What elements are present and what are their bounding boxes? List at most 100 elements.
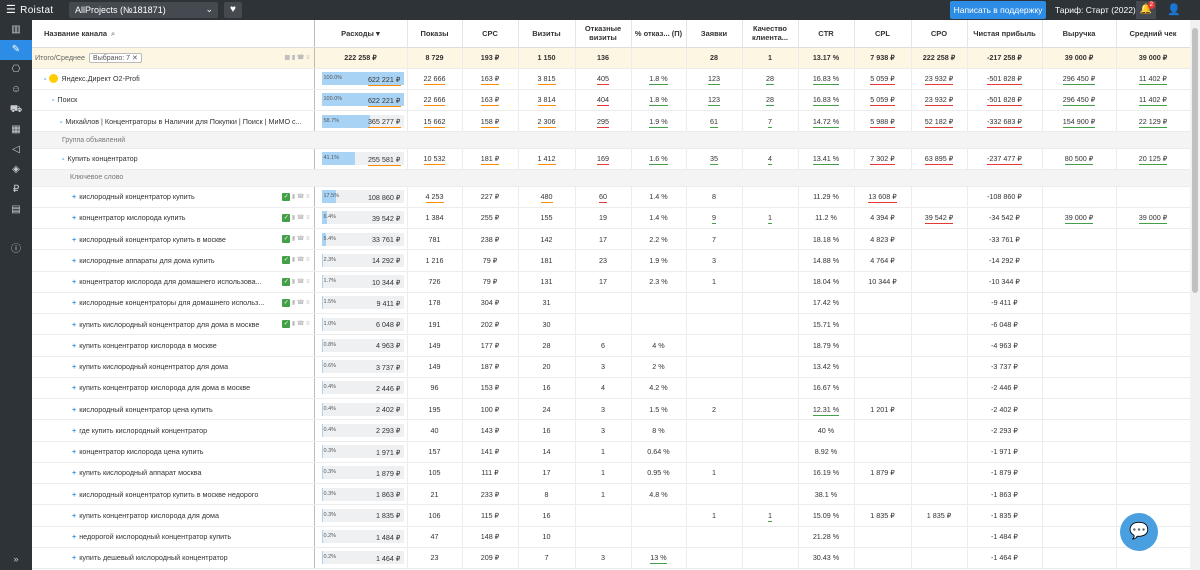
checkbox-checked-icon[interactable]: ✓: [282, 235, 291, 243]
channel-name[interactable]: где купить кислородный концентратор: [79, 425, 208, 435]
cpo-value[interactable]: 39 542 ₽: [924, 213, 954, 225]
vertical-scrollbar[interactable]: [1190, 20, 1200, 570]
checkbox-checked-icon[interactable]: ✓: [282, 320, 291, 328]
table-row[interactable]: + кислородные концентраторы для домашнего…: [32, 292, 1190, 315]
col-visits-header[interactable]: Визиты: [518, 20, 576, 48]
bouncePct-value[interactable]: 1.6 %: [649, 154, 668, 166]
table-row[interactable]: + купить концентратор кислорода в москве 0…: [32, 334, 1190, 357]
col-impr-header[interactable]: Показы: [407, 20, 463, 48]
collapse-icon[interactable]: -: [60, 116, 63, 126]
channel-name[interactable]: купить концентратор кислорода в москве: [79, 340, 217, 350]
cost-value[interactable]: 1 879 ₽: [375, 468, 401, 478]
table-row[interactable]: - Яндекс.Директ О2-Profi 100.0% 622 221 ₽ 22…: [32, 68, 1190, 90]
visits-value[interactable]: 2 306: [537, 116, 556, 128]
app-logo[interactable]: ☰ Roistat: [6, 3, 53, 16]
cpc-value[interactable]: 163 ₽: [480, 74, 500, 86]
hamburger-icon[interactable]: ☰: [6, 4, 17, 16]
col-ctr-header[interactable]: CTR: [798, 20, 855, 48]
contacts-icon[interactable]: ☺: [10, 84, 22, 95]
impr-value[interactable]: 22 666: [423, 74, 446, 86]
table-row[interactable]: + кислородный концентратор купить в москв…: [32, 483, 1190, 506]
channel-name[interactable]: недорогой кислородный концентратор купит…: [79, 532, 232, 542]
cost-value[interactable]: 1 971 ₽: [375, 447, 401, 457]
cost-value[interactable]: 33 761 ₽: [371, 235, 401, 245]
avg-value[interactable]: 20 125 ₽: [1138, 154, 1168, 166]
table-row[interactable]: + купить кислородный концентратор для дом…: [32, 356, 1190, 378]
scrollbar-thumb[interactable]: [1192, 28, 1198, 293]
channel-name[interactable]: кислородные аппараты для дома купить: [79, 255, 215, 265]
channel-name[interactable]: купить кислородный аппарат москва: [79, 468, 202, 478]
org-chart-icon[interactable]: ⎔: [11, 64, 21, 75]
cpl-value[interactable]: 5 988 ₽: [870, 116, 895, 128]
expand-icon[interactable]: +: [72, 425, 77, 435]
bouncePct-value[interactable]: 1.8 %: [649, 74, 668, 86]
revenue-value[interactable]: 39 000 ₽: [1064, 213, 1094, 225]
table-row[interactable]: - Купить концентратор 41.1% 255 581 ₽ 10 532…: [32, 148, 1190, 171]
cpc-value[interactable]: 181 ₽: [480, 154, 500, 166]
checkbox-checked-icon[interactable]: ✓: [282, 298, 291, 307]
megaphone-icon[interactable]: ◁: [12, 144, 20, 155]
quality-value[interactable]: 28: [766, 95, 774, 107]
user-avatar-icon[interactable]: 👤: [1167, 4, 1181, 16]
cost-value[interactable]: 10 344 ₽: [371, 277, 401, 287]
cost-value[interactable]: 622 221 ₽: [367, 74, 401, 86]
col-bounce-pct-header[interactable]: % отказ... (П): [631, 20, 687, 48]
col-name-header[interactable]: Название канала ⌕: [32, 20, 315, 48]
channel-name[interactable]: купить концентратор кислорода для дома в…: [79, 383, 251, 393]
expand-icon[interactable]: +: [72, 553, 77, 563]
channel-name[interactable]: купить кислородный концентратор для дома…: [79, 319, 260, 329]
col-leads-header[interactable]: Заявки: [686, 20, 743, 48]
bounce-value[interactable]: 169: [597, 154, 609, 166]
cost-value[interactable]: 622 221 ₽: [367, 95, 401, 107]
table-row[interactable]: - Михайлов | Концентраторы в Наличии для …: [32, 110, 1190, 133]
sort-desc-icon[interactable]: ▾: [376, 28, 380, 38]
channel-name[interactable]: Купить концентратор: [67, 154, 138, 164]
cpo-value[interactable]: 23 932 ₽: [924, 74, 954, 86]
channel-name[interactable]: кислородный концентратор цена купить: [79, 404, 213, 414]
col-cpl-header[interactable]: CPL: [854, 20, 912, 48]
collapse-icon[interactable]: -: [62, 154, 65, 164]
cart-icon[interactable]: ⛟: [9, 104, 23, 115]
ctr-value[interactable]: 12.31 %: [812, 404, 840, 416]
channel-name[interactable]: концентратор кислорода для домашнего исп…: [79, 277, 262, 287]
cpl-value[interactable]: 5 059 ₽: [870, 95, 895, 107]
expand-icon[interactable]: +: [72, 532, 77, 542]
channel-name[interactable]: Михайлов | Концентраторы в Наличии для П…: [65, 116, 302, 126]
expand-icon[interactable]: +: [72, 255, 77, 265]
avg-value[interactable]: 22 129 ₽: [1138, 116, 1168, 128]
checkbox-checked-icon[interactable]: ✓: [282, 213, 291, 222]
cost-value[interactable]: 1 464 ₽: [375, 553, 401, 563]
revenue-value[interactable]: 296 450 ₽: [1062, 74, 1096, 86]
channel-name[interactable]: кислородные концентраторы для домашнего …: [79, 298, 265, 308]
analytics-icon[interactable]: ✎: [0, 40, 32, 60]
bouncePct-value[interactable]: 1.9 %: [649, 116, 668, 128]
col-cpo-header[interactable]: CPO: [911, 20, 968, 48]
table-row[interactable]: + купить концентратор кислорода для дома …: [32, 377, 1190, 400]
revenue-value[interactable]: 154 900 ₽: [1062, 116, 1096, 128]
expand-icon[interactable]: +: [72, 319, 77, 329]
revenue-value[interactable]: 80 500 ₽: [1064, 154, 1094, 166]
cpl-value[interactable]: 13 608 ₽: [868, 192, 897, 204]
table-row[interactable]: + купить кислородный концентратор для дом…: [32, 313, 1190, 336]
profit-value[interactable]: -501 828 ₽: [987, 95, 1022, 107]
table-row[interactable]: + кислородный концентратор купить в москв…: [32, 228, 1190, 251]
chat-bubble-icon[interactable]: 💬: [1120, 513, 1158, 551]
expand-icon[interactable]: +: [72, 383, 77, 393]
col-avg-header[interactable]: Средний чек: [1116, 20, 1190, 48]
cost-value[interactable]: 9 411 ₽: [376, 298, 401, 308]
favorite-heart-icon[interactable]: ♥: [224, 2, 242, 18]
impr-value[interactable]: 4 253: [425, 192, 444, 204]
cost-value[interactable]: 1 863 ₽: [375, 490, 401, 500]
bus-icon[interactable]: ▤: [11, 204, 21, 215]
table-row[interactable]: + концентратор кислорода купить ✓ ▮ ☎ ≡ 6.4…: [32, 207, 1190, 230]
channel-name[interactable]: Яндекс.Директ О2-Profi: [61, 73, 140, 83]
selected-chip[interactable]: Выбрано: 7 ✕: [89, 52, 142, 63]
cpl-value[interactable]: 5 059 ₽: [870, 74, 895, 86]
notifications-bell-icon[interactable]: 🔔 2: [1136, 1, 1156, 19]
cpc-value[interactable]: 163 ₽: [480, 95, 500, 107]
row-tools-icons[interactable]: ✓ ▮ ☎ ≡: [282, 256, 310, 265]
cost-value[interactable]: 14 292 ₽: [371, 256, 401, 266]
visits-value[interactable]: 3 815: [537, 74, 556, 86]
expand-icon[interactable]: +: [72, 234, 77, 244]
bounce-value[interactable]: 405: [597, 74, 609, 86]
